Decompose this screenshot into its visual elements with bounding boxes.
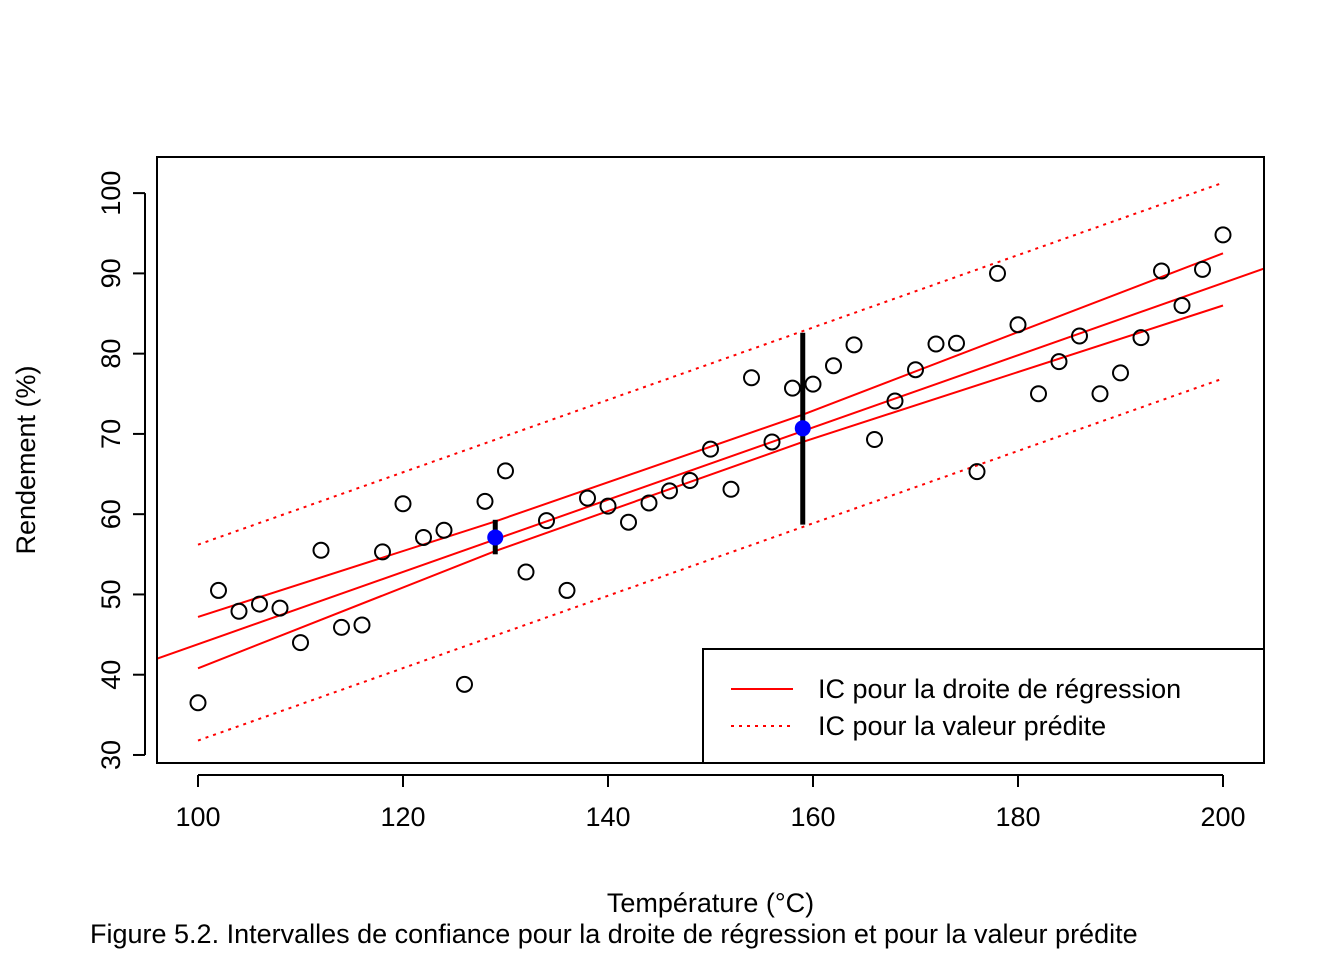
data-point bbox=[825, 357, 842, 375]
x-tick-label: 180 bbox=[995, 802, 1040, 832]
data-point bbox=[968, 463, 986, 481]
regression-lines bbox=[157, 181, 1264, 742]
data-point bbox=[804, 375, 822, 393]
data-point bbox=[1091, 385, 1109, 403]
regression-line bbox=[157, 267, 1264, 660]
data-point bbox=[1153, 262, 1170, 280]
prediction-ci-lower bbox=[197, 377, 1224, 742]
regression-ci-upper bbox=[197, 252, 1224, 618]
data-point bbox=[230, 602, 248, 620]
x-tick-label: 200 bbox=[1200, 802, 1245, 832]
x-tick-label: 160 bbox=[790, 802, 835, 832]
data-point bbox=[579, 489, 596, 507]
legend-label-prediction-ci: IC pour la valeur prédite bbox=[818, 711, 1106, 741]
data-point bbox=[1009, 316, 1027, 334]
data-point bbox=[927, 335, 945, 353]
y-tick-label: 100 bbox=[96, 171, 126, 216]
data-point bbox=[292, 634, 309, 652]
data-point bbox=[271, 599, 289, 617]
data-point bbox=[907, 361, 924, 379]
data-point bbox=[312, 541, 330, 559]
data-point bbox=[1173, 296, 1191, 314]
data-point bbox=[497, 462, 514, 480]
y-tick-label: 80 bbox=[96, 339, 126, 369]
data-point bbox=[620, 513, 637, 531]
data-point bbox=[743, 369, 760, 387]
y-tick-label: 30 bbox=[96, 740, 126, 770]
data-point bbox=[374, 543, 391, 561]
axes: 100 120 140 160 180 200 30 40 50 60 70 80 90 100 bbox=[96, 171, 1246, 832]
data-point bbox=[989, 264, 1006, 282]
data-point bbox=[1050, 353, 1068, 371]
data-point bbox=[599, 497, 617, 515]
legend-label-regression-ci: IC pour la droite de régression bbox=[818, 674, 1181, 704]
y-tick-label: 90 bbox=[96, 258, 126, 288]
data-point bbox=[189, 694, 207, 712]
data-point bbox=[476, 492, 494, 510]
figure-caption: Figure 5.2. Intervalles de confiance pou… bbox=[90, 919, 1138, 949]
data-point bbox=[415, 528, 432, 546]
y-tick-label: 40 bbox=[96, 660, 126, 690]
data-point bbox=[353, 616, 371, 634]
predicted-point bbox=[487, 529, 504, 546]
y-tick-label: 60 bbox=[96, 499, 126, 529]
y-tick-label: 50 bbox=[96, 579, 126, 609]
y-axis-label: Rendement (%) bbox=[11, 365, 41, 554]
x-tick-label: 120 bbox=[380, 802, 425, 832]
data-point bbox=[210, 581, 227, 599]
x-tick-label: 100 bbox=[175, 802, 220, 832]
x-tick-label: 140 bbox=[585, 802, 630, 832]
y-tick-label: 70 bbox=[96, 419, 126, 449]
legend-box bbox=[702, 648, 1265, 764]
data-point bbox=[845, 336, 863, 354]
data-point bbox=[456, 675, 473, 693]
data-point bbox=[948, 334, 965, 352]
data-point bbox=[558, 581, 576, 599]
data-point bbox=[722, 480, 740, 498]
data-point bbox=[640, 494, 658, 512]
data-point bbox=[435, 521, 453, 539]
highlighted-intervals bbox=[487, 332, 811, 555]
regression-ci-lower bbox=[197, 304, 1224, 670]
data-point bbox=[866, 431, 883, 449]
legend: IC pour la droite de régression IC pour … bbox=[702, 648, 1265, 764]
data-point bbox=[394, 495, 412, 513]
data-point bbox=[1194, 260, 1211, 278]
data-point bbox=[517, 563, 535, 581]
data-points bbox=[189, 226, 1232, 712]
predicted-point bbox=[794, 420, 811, 437]
data-point bbox=[702, 440, 719, 458]
data-point bbox=[251, 595, 268, 613]
data-point bbox=[681, 471, 699, 489]
data-point bbox=[538, 512, 555, 530]
prediction-ci-upper bbox=[197, 181, 1224, 546]
data-point bbox=[763, 433, 781, 451]
data-point bbox=[1112, 364, 1129, 382]
x-axis-label: Température (°C) bbox=[607, 888, 814, 918]
data-point bbox=[1030, 385, 1047, 403]
data-point bbox=[661, 482, 678, 500]
data-point bbox=[1132, 329, 1150, 347]
data-point bbox=[1071, 327, 1088, 345]
data-point bbox=[1214, 226, 1232, 244]
data-point bbox=[784, 379, 801, 397]
data-point bbox=[886, 392, 904, 410]
data-point bbox=[333, 618, 350, 636]
